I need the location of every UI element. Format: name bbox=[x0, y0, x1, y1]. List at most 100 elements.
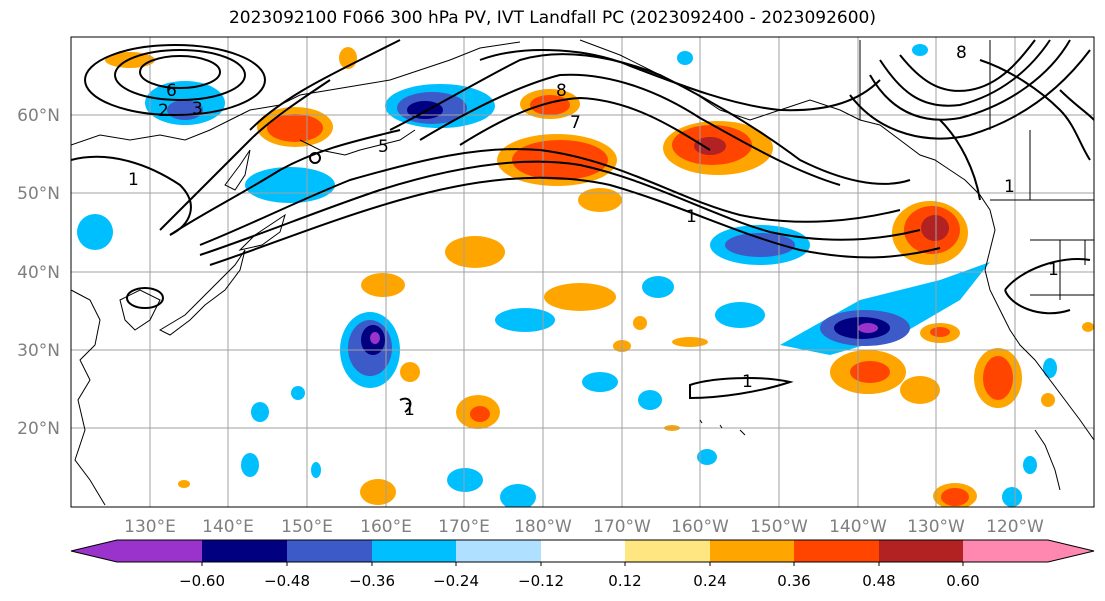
pos-anomaly bbox=[512, 140, 608, 180]
pos-anomaly bbox=[578, 188, 622, 212]
neg-anomaly bbox=[638, 390, 662, 410]
contour-label: 8 bbox=[556, 81, 567, 101]
lon-label: 150°E bbox=[281, 517, 333, 537]
neg-anomaly bbox=[858, 323, 878, 333]
graticule bbox=[71, 37, 1094, 507]
neg-anomaly bbox=[500, 484, 536, 507]
lat-labels: 60°N 50°N 40°N 30°N 20°N bbox=[17, 106, 60, 439]
colorbar-segment bbox=[794, 540, 879, 562]
colorbar-segment bbox=[372, 540, 456, 562]
pv-contours bbox=[71, 39, 1094, 413]
pos-anomaly bbox=[900, 376, 940, 404]
contour-label: 1 bbox=[1004, 177, 1015, 197]
lon-label: 180°W bbox=[514, 517, 572, 537]
colorbar-outline bbox=[70, 539, 1095, 563]
contour-label: 5 bbox=[378, 137, 389, 157]
neg-anomaly bbox=[495, 308, 555, 332]
lon-label: 160°E bbox=[360, 517, 412, 537]
colorbar-low-extend bbox=[71, 540, 202, 562]
lon-label: 120°W bbox=[986, 517, 1044, 537]
colorbar-tick-label: 0.12 bbox=[608, 572, 641, 590]
contour-label: 3 bbox=[192, 99, 203, 119]
colorbar: −0.60 −0.48 −0.36 −0.24 −0.12 0.12 0.24 … bbox=[70, 539, 1095, 590]
neg-anomaly bbox=[245, 167, 335, 203]
colorbar-segment bbox=[202, 540, 287, 562]
colorbar-high-extend bbox=[963, 540, 1094, 562]
lon-label: 170°W bbox=[593, 517, 651, 537]
lon-labels: 130°E 140°E 150°E 160°E 170°E 180°W 170°… bbox=[124, 517, 1044, 537]
neg-anomaly bbox=[725, 233, 795, 257]
colorbar-segment bbox=[541, 540, 625, 562]
colorbar-tick-labels: −0.60 −0.48 −0.36 −0.24 −0.12 0.12 0.24 … bbox=[179, 572, 980, 590]
contour-label: 2 bbox=[158, 101, 169, 121]
colorbar-tick-label: 0.36 bbox=[777, 572, 810, 590]
map-title: 2023092100 F066 300 hPa PV, IVT Landfall… bbox=[228, 8, 876, 28]
lon-label: 160°W bbox=[671, 517, 729, 537]
colorbar-tick-label: −0.12 bbox=[518, 572, 564, 590]
contour-label: 1 bbox=[686, 207, 697, 227]
pos-anomaly bbox=[470, 406, 490, 422]
pos-anomaly bbox=[633, 316, 647, 330]
colorbar-segment bbox=[287, 540, 372, 562]
pos-anomaly bbox=[983, 356, 1013, 400]
contour-label: 1 bbox=[404, 400, 415, 420]
neg-anomaly bbox=[715, 302, 765, 328]
colorbar-tick-label: 0.60 bbox=[946, 572, 979, 590]
contour-label: 1 bbox=[128, 170, 139, 190]
lon-label: 130°W bbox=[907, 517, 965, 537]
neg-anomaly bbox=[241, 453, 259, 477]
contour-label: 1 bbox=[742, 372, 753, 392]
pos-anomaly bbox=[360, 479, 396, 505]
neg-anomaly bbox=[311, 462, 321, 478]
lon-label: 130°E bbox=[124, 517, 176, 537]
neg-anomaly bbox=[677, 51, 693, 65]
colorbar-segment bbox=[456, 540, 541, 562]
neg-anomaly bbox=[697, 449, 717, 465]
neg-anomaly bbox=[582, 372, 618, 392]
neg-anomaly bbox=[77, 214, 113, 250]
neg-anomaly bbox=[1002, 487, 1022, 507]
neg-anomaly bbox=[642, 276, 674, 298]
pos-anomaly bbox=[1082, 322, 1094, 332]
neg-anomaly bbox=[291, 386, 305, 400]
lat-label: 30°N bbox=[17, 341, 60, 361]
neg-anomaly bbox=[1023, 456, 1037, 474]
pos-anomaly bbox=[544, 283, 616, 311]
colorbar-tick-label: −0.60 bbox=[179, 572, 225, 590]
neg-anomaly bbox=[370, 332, 380, 344]
colorbar-segment bbox=[879, 540, 963, 562]
pos-anomaly bbox=[850, 361, 890, 383]
contour-label: 6 bbox=[166, 81, 177, 101]
lon-label: 170°E bbox=[438, 517, 490, 537]
contour-label: 7 bbox=[570, 113, 581, 133]
neg-anomaly bbox=[251, 402, 269, 422]
neg-anomaly bbox=[912, 44, 928, 56]
lon-label: 140°E bbox=[202, 517, 254, 537]
colorbar-tick-label: 0.24 bbox=[693, 572, 726, 590]
colorbar-ticks bbox=[201, 562, 964, 566]
colorbar-tick-label: −0.36 bbox=[349, 572, 395, 590]
colorbar-tick-label: −0.24 bbox=[433, 572, 479, 590]
pos-anomaly bbox=[1041, 393, 1055, 407]
neg-anomaly bbox=[1043, 358, 1057, 378]
pos-anomaly bbox=[694, 137, 726, 155]
contour-label: 1 bbox=[1048, 260, 1059, 280]
coastlines bbox=[71, 39, 1094, 506]
pos-anomaly bbox=[445, 236, 505, 268]
lat-label: 40°N bbox=[17, 263, 60, 283]
contour-labels: 1 2 3 5 6 7 8 1 1 1 1 1 8 bbox=[128, 43, 1059, 420]
lat-label: 20°N bbox=[17, 419, 60, 439]
pos-anomaly bbox=[361, 273, 405, 297]
neg-anomaly bbox=[447, 468, 483, 492]
pos-anomaly bbox=[672, 337, 708, 347]
lon-label: 140°W bbox=[829, 517, 887, 537]
pos-anomaly bbox=[178, 480, 190, 488]
lon-label: 150°W bbox=[750, 517, 808, 537]
pos-anomaly bbox=[400, 362, 420, 382]
map-border bbox=[70, 36, 1095, 508]
lat-label: 50°N bbox=[17, 184, 60, 204]
colorbar-tick-label: −0.48 bbox=[264, 572, 310, 590]
colorbar-segment bbox=[710, 540, 794, 562]
pos-anomaly bbox=[941, 488, 969, 506]
